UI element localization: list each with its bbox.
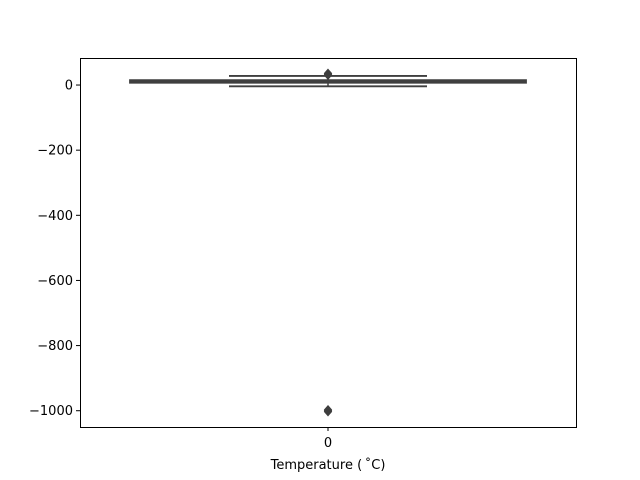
x-axis: 0	[324, 427, 332, 451]
y-tick-label: −1000	[29, 404, 73, 419]
outlier-point	[323, 68, 333, 79]
x-tick-label: 0	[324, 436, 332, 451]
plot-frame	[80, 58, 577, 428]
x-axis-label: Temperature ( ˚C)	[270, 457, 386, 473]
outlier-point	[323, 406, 333, 417]
y-axis: 0 −200 −400 −600 −800 −1000	[29, 79, 80, 419]
y-tick-label: −400	[37, 209, 73, 224]
y-tick-label: −200	[37, 144, 73, 159]
y-tick-label: −600	[37, 274, 73, 289]
y-tick-label: −800	[37, 339, 73, 354]
y-tick-label: 0	[65, 79, 73, 94]
